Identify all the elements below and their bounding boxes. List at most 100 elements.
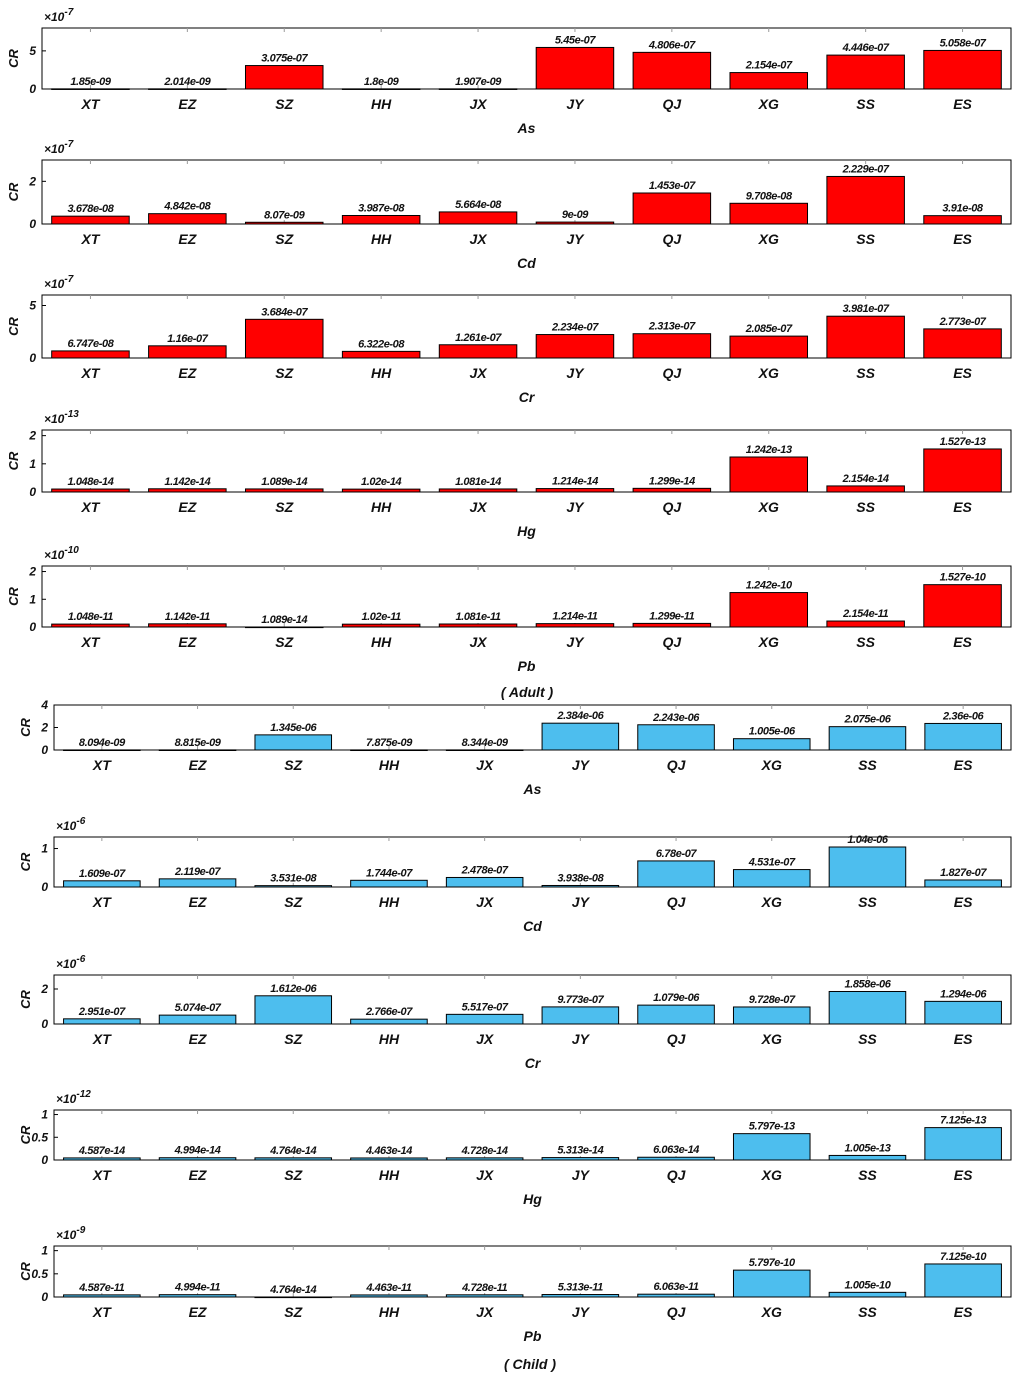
bar-jy [535,46,615,90]
bar-qj [632,51,712,90]
x-tick-label: XT [81,499,101,515]
x-tick-label: JY [566,231,585,247]
x-tick-label: HH [379,1304,400,1320]
bar-ez [158,749,237,752]
bar-sz [254,734,333,751]
y-tick-label: 0.5 [31,1267,48,1281]
bar-jy [541,1294,620,1298]
data-label: 1.744e-07 [366,867,413,879]
bar-ez [158,1294,237,1298]
bar-hh [341,88,421,90]
axes-box [53,974,1012,1025]
bar-jx [438,211,518,225]
data-label: 8.815e-09 [175,737,222,749]
bar-hh [341,350,421,359]
bar-xg [729,592,809,628]
bar-qj [637,1156,715,1161]
bar-xt [51,88,130,90]
scale-exponent: ×10-7 [44,139,74,156]
x-tick-label: JX [469,634,488,650]
x-axis-label: Cr [519,389,536,405]
data-label: 1.214e-11 [552,611,597,623]
y-axis-label: CR [6,49,21,68]
x-tick-label: XG [758,634,779,650]
data-label: 2.478e-07 [461,864,509,876]
data-label: 2.085e-07 [745,323,793,335]
data-label: 5.45e-07 [555,34,597,46]
data-label: 1.048e-11 [68,611,113,623]
bar-jy [541,884,620,888]
bar-sz [254,995,333,1025]
x-tick-label: QJ [663,634,683,650]
bar-es [924,1000,1002,1025]
y-tick-label: 1 [41,1244,48,1258]
group-label-adult: ( Adult ) [501,684,554,700]
x-tick-label: XT [81,365,101,381]
axes-box [41,27,1012,90]
x-tick-label: ES [953,499,972,515]
x-tick-label: SZ [275,365,293,381]
x-tick-label: HH [371,231,392,247]
data-label: 1.907e-09 [455,76,502,88]
x-tick-label: XG [758,499,779,515]
axes-box [41,565,1012,628]
x-tick-label: SS [858,757,877,773]
panel-adult-pb: 0 1 2 1.048e-11 XT 1.142e-11 EZ 1.089e-14 SZ 1.02… [6,545,1012,674]
bar-qj [632,622,712,628]
x-axis-label: Pb [518,658,536,674]
x-tick-label: JY [572,1167,591,1183]
data-label: 9.773e-07 [557,994,604,1006]
bar-jy [535,221,615,225]
data-label: 1.16e-07 [167,333,209,345]
x-tick-label: EZ [178,96,196,112]
x-tick-label: HH [371,499,392,515]
data-label: 1.048e-14 [67,476,113,488]
x-tick-label: SS [856,365,875,381]
y-axis-label: CR [6,587,21,606]
data-label: 1.089e-14 [261,476,307,488]
x-tick-label: ES [953,365,972,381]
y-tick-label: 2 [28,565,36,579]
x-tick-label: JY [572,757,591,773]
x-tick-label: HH [379,757,400,773]
panel-child-cr: 0 2 2.951e-07 XT 5.074e-07 EZ 1.612e-06 SZ 2.766… [18,954,1012,1071]
bar-xt [63,1018,141,1025]
x-tick-label: XT [92,1167,112,1183]
bar-ez [158,878,237,888]
data-label: 5.664e-08 [455,199,502,211]
axes-box [53,836,1012,888]
bar-ss [826,315,905,359]
x-tick-label: JY [566,365,585,381]
bar-sz [244,626,324,629]
bar-jx [445,1294,524,1298]
data-label: 1.609e-07 [79,868,126,880]
x-tick-label: XG [761,757,782,773]
x-tick-label: XT [92,1304,112,1320]
x-tick-label: QJ [667,1304,687,1320]
data-label: 1.827e-07 [940,867,987,879]
x-tick-label: QJ [667,894,687,910]
data-label: 5.058e-07 [940,37,987,49]
bar-hh [350,1157,428,1161]
y-tick-label: 0 [29,82,36,96]
bar-es [923,49,1002,90]
data-label: 9.708e-08 [746,190,793,202]
x-tick-label: EZ [178,231,196,247]
x-tick-label: XT [81,231,101,247]
x-axis-label: Hg [523,1191,542,1207]
y-tick-label: 2 [28,174,36,188]
x-tick-label: ES [954,894,973,910]
y-tick-label: 0 [41,743,48,757]
data-label: 2.243e-06 [652,712,700,724]
data-label: 2.014e-09 [163,76,211,88]
data-label: 1.294e-06 [940,988,987,1000]
x-tick-label: XT [92,757,112,773]
data-label: 2.384e-06 [556,710,604,722]
bar-ss [828,990,907,1025]
bar-sz [244,318,324,359]
x-tick-label: SS [858,1167,877,1183]
y-tick-label: 2 [40,982,48,996]
bar-qj [637,1293,715,1298]
bar-hh [341,214,421,225]
x-tick-label: JX [476,1031,495,1047]
